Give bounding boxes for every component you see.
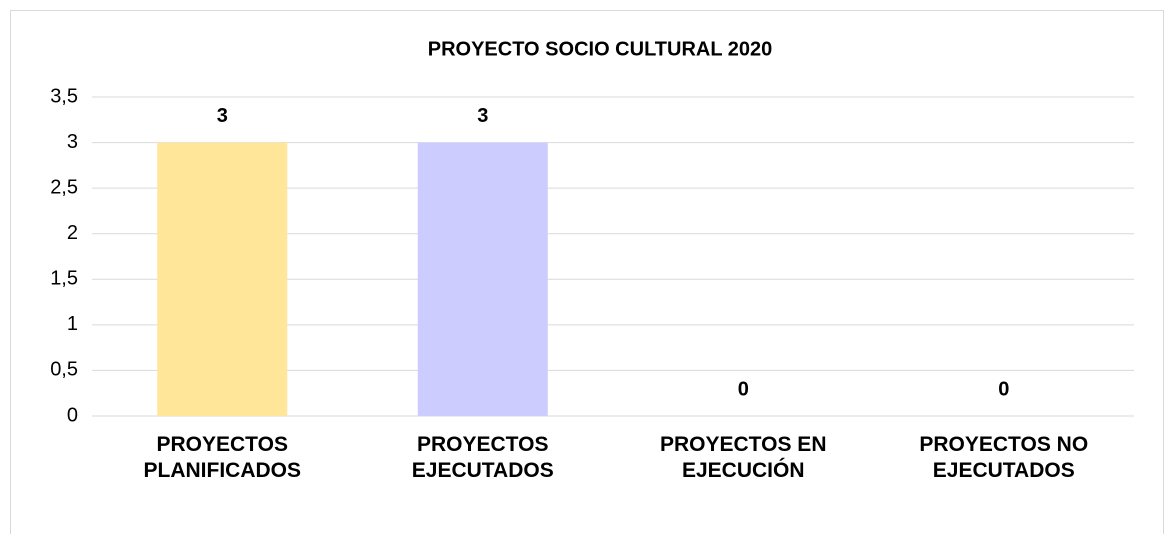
chart-title: PROYECTO SOCIO CULTURAL 2020	[428, 38, 773, 60]
data-label: 3	[217, 105, 228, 127]
y-tick-label: 1	[67, 313, 78, 335]
x-tick-label: PROYECTOS EJECUTADOS	[411, 433, 554, 482]
y-tick-label: 0,5	[50, 359, 78, 381]
y-tick-label: 3,5	[50, 85, 78, 107]
y-tick-label: 2	[67, 222, 78, 244]
chart-border	[10, 10, 1164, 534]
y-tick-label: 1,5	[50, 268, 78, 290]
x-tick-label: PROYECTOS EN EJECUCIÓN	[660, 433, 827, 482]
data-label: 3	[477, 105, 488, 127]
y-tick-label: 3	[67, 131, 78, 153]
x-tick-label: PROYECTOS PLANIFICADOS	[143, 433, 302, 482]
x-tick-label: PROYECTOS NO EJECUTADOS	[919, 433, 1089, 482]
y-tick-label: 2,5	[50, 176, 78, 198]
bar	[157, 142, 288, 417]
bar	[417, 142, 548, 417]
data-label: 0	[738, 378, 749, 400]
data-label: 0	[998, 378, 1009, 400]
y-tick-label: 0	[67, 404, 78, 426]
